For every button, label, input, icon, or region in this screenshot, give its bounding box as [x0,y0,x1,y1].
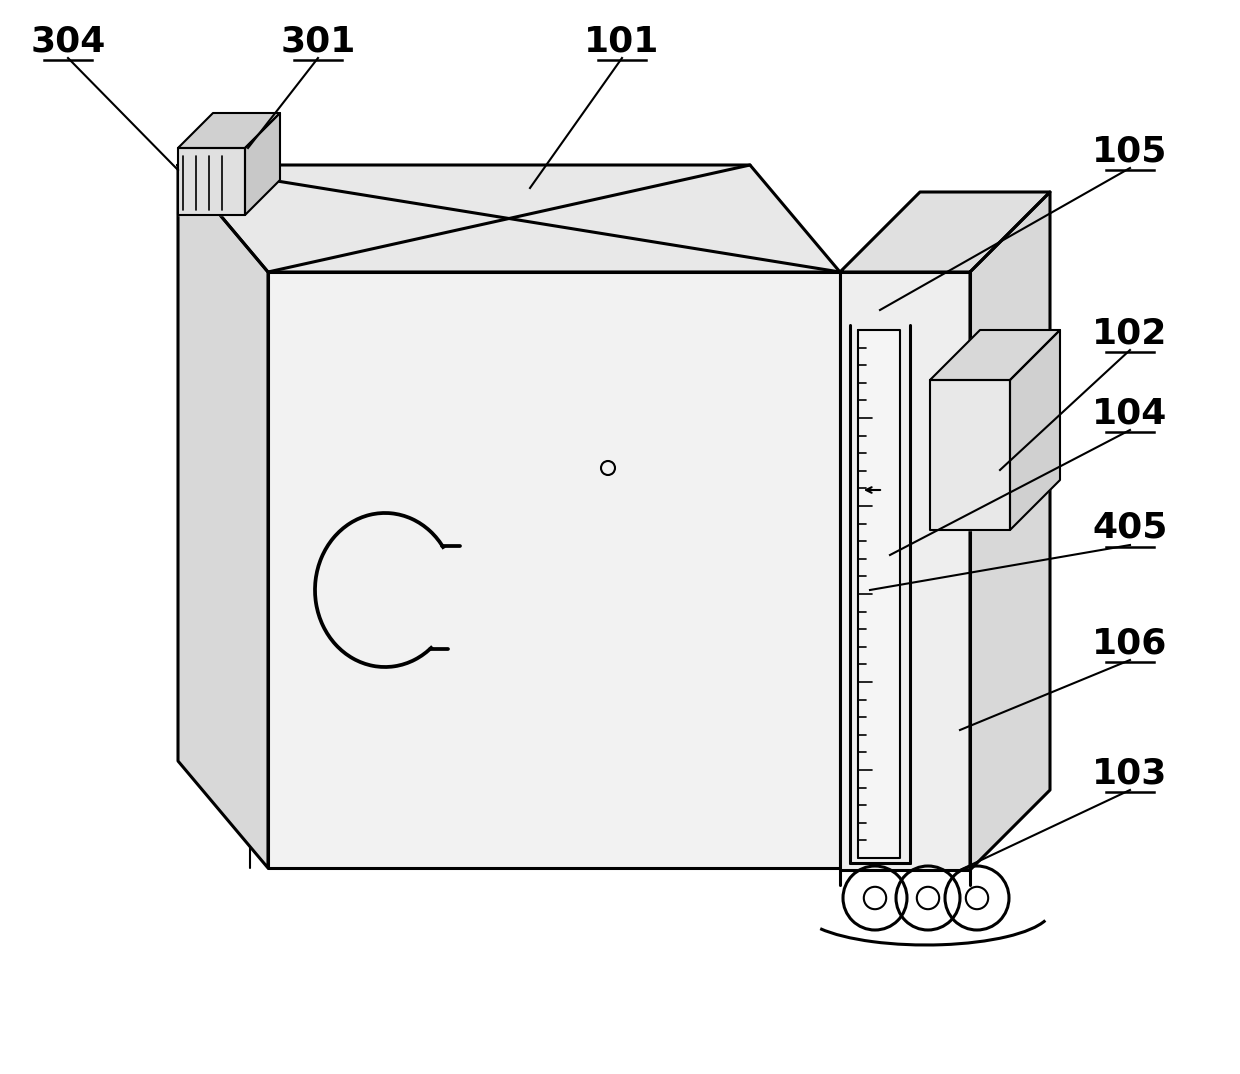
Polygon shape [179,165,839,272]
Text: 304: 304 [30,24,105,58]
Text: 102: 102 [1092,316,1168,350]
Polygon shape [179,165,268,868]
Polygon shape [858,330,900,858]
Polygon shape [1011,330,1060,529]
Polygon shape [839,192,1050,272]
Polygon shape [179,148,246,215]
Polygon shape [930,330,1060,380]
Text: 405: 405 [1092,511,1168,545]
Polygon shape [246,113,280,215]
Polygon shape [179,113,280,148]
Polygon shape [839,272,970,870]
Text: 104: 104 [1092,396,1168,430]
Polygon shape [268,272,839,868]
Polygon shape [930,380,1011,529]
Text: 101: 101 [584,24,660,58]
Text: 106: 106 [1092,626,1168,661]
Text: 105: 105 [1092,134,1168,168]
Text: 103: 103 [1092,756,1168,790]
Polygon shape [970,192,1050,870]
Text: 301: 301 [280,24,356,58]
